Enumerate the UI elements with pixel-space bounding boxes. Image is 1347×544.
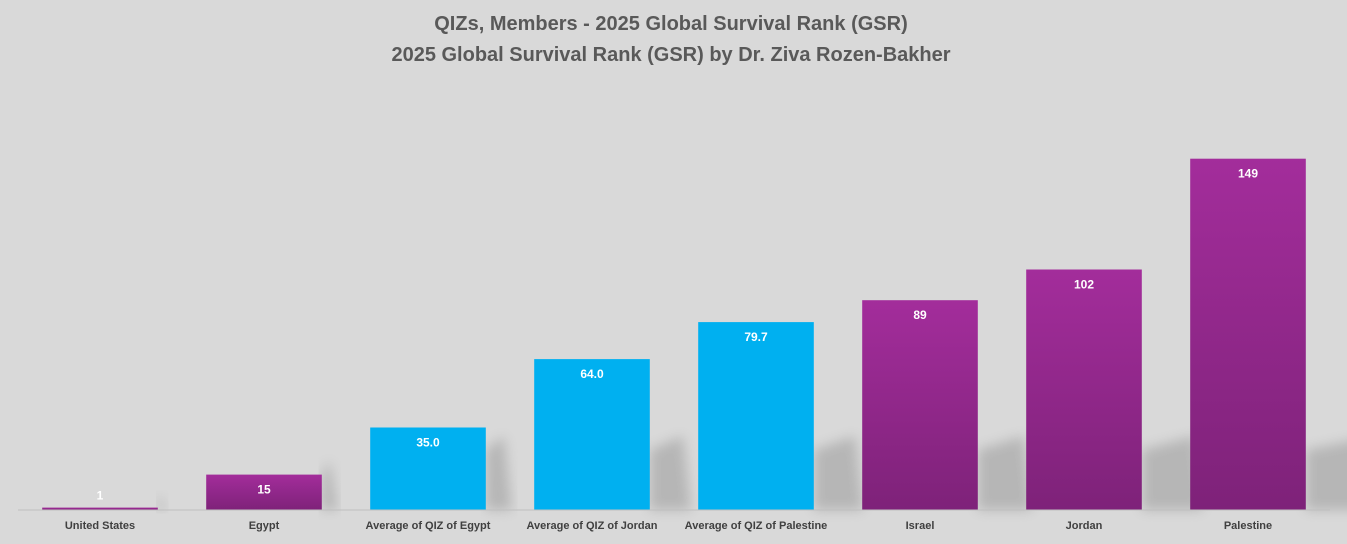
bar-united-states[interactable] <box>42 507 158 510</box>
category-label-average-of-qiz-of-jordan: Average of QIZ of Jordan <box>526 520 657 532</box>
category-label-israel: Israel <box>906 520 935 532</box>
bar-palestine[interactable] <box>1190 158 1306 510</box>
value-label-jordan: 102 <box>1074 278 1094 292</box>
bar-shadow-egypt <box>321 460 338 510</box>
category-label-palestine: Palestine <box>1224 520 1272 532</box>
value-label-egypt: 15 <box>257 483 271 497</box>
category-labels-group: United States Egypt Average of QIZ of Egyp… <box>65 520 1272 532</box>
bar-shadow-average-of-qiz-of-jordan <box>649 436 692 510</box>
category-label-average-of-qiz-of-palestine: Average of QIZ of Palestine <box>685 520 828 532</box>
value-label-palestine: 149 <box>1238 167 1258 181</box>
bar-shadow-palestine <box>1305 441 1347 510</box>
value-label-average-of-qiz-of-jordan: 64.0 <box>580 367 604 381</box>
bar-shadow-israel <box>977 436 1032 510</box>
bar-shadow-united-states <box>157 493 167 510</box>
chart-subtitle: 2025 Global Survival Rank (GSR) by Dr. Z… <box>391 44 950 66</box>
category-label-jordan: Jordan <box>1066 520 1103 532</box>
bar-average-of-qiz-of-egypt[interactable] <box>370 427 486 511</box>
bar-average-of-qiz-of-palestine[interactable] <box>698 322 814 510</box>
bar-shadows <box>157 436 1347 510</box>
bars-group <box>42 158 1306 511</box>
bar-israel[interactable] <box>862 300 978 510</box>
value-label-average-of-qiz-of-palestine: 79.7 <box>744 330 768 344</box>
value-label-average-of-qiz-of-egypt: 35.0 <box>416 436 440 450</box>
bar-average-of-qiz-of-jordan[interactable] <box>534 359 650 510</box>
category-label-egypt: Egypt <box>249 520 280 532</box>
value-label-israel: 89 <box>913 308 927 322</box>
category-label-united-states: United States <box>65 520 135 532</box>
bar-shadow-jordan <box>1141 436 1203 510</box>
category-label-average-of-qiz-of-egypt: Average of QIZ of Egypt <box>366 520 491 532</box>
chart-title: QIZs, Members - 2025 Global Survival Ran… <box>434 13 908 35</box>
value-labels-group: 1 15 35.0 64.0 79.7 89 102 149 <box>97 167 1259 503</box>
bar-shadow-average-of-qiz-of-palestine <box>813 436 864 510</box>
bar-egypt[interactable] <box>206 474 322 510</box>
bar-shadow-average-of-qiz-of-egypt <box>485 436 512 510</box>
bar-jordan[interactable] <box>1026 269 1142 511</box>
value-label-united-states: 1 <box>97 489 104 503</box>
